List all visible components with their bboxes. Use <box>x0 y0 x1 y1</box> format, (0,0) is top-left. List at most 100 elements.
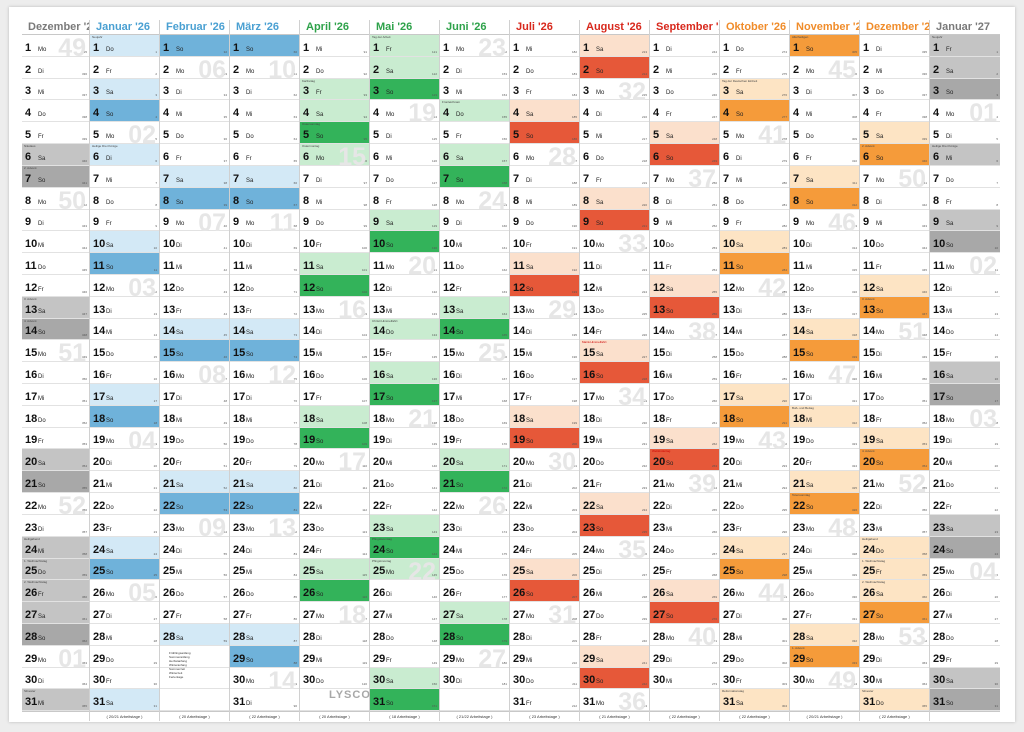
day-of-year: 284 <box>781 267 787 272</box>
day-number: 17 <box>793 390 806 403</box>
weekday-abbr: Mi <box>316 504 323 511</box>
day-of-year: 125 <box>431 137 437 142</box>
day-cell: 26 Do 330 <box>790 580 859 603</box>
day-cell: 5 Mi 217 <box>580 122 649 145</box>
day-of-year: 270 <box>711 616 717 621</box>
weekday-abbr: Fr <box>386 46 392 53</box>
holiday-label: Heilige Drei Könige <box>92 144 118 149</box>
day-number: 4 <box>303 107 310 120</box>
day-of-year: 5 <box>155 137 157 142</box>
day-of-year: 58 <box>223 616 227 621</box>
day-cell: 17 Do 351 <box>860 384 929 406</box>
day-cell: Heiligabend 24 Mi 358 <box>22 536 89 559</box>
weekday-abbr: Mo <box>806 68 815 75</box>
weekday-abbr: So <box>38 635 46 642</box>
day-cell: 27 Di 27 <box>90 602 159 624</box>
day-number: 6 <box>25 150 32 163</box>
day-cell: 16 Do 197 <box>510 362 579 384</box>
day-of-year: 74 <box>293 355 297 360</box>
weekday-abbr: Fr <box>106 221 112 228</box>
day-number: 23 <box>793 521 806 534</box>
day-cell: 14 Sa 45 <box>160 318 229 341</box>
day-number: 15 <box>93 347 106 360</box>
day-of-year: 120 <box>361 682 367 687</box>
weekday-abbr: Sa <box>946 68 954 75</box>
month-column: Januar '26 Neujahr 1 Do 1 2 Fr 2 3 Sa 3 4 So 4 5 Mo 5 02 H… <box>90 20 160 721</box>
day-number: 15 <box>653 347 666 360</box>
day-cell: 1 Di 335 <box>860 35 929 57</box>
day-of-year: 64 <box>293 137 297 142</box>
weekday-abbr: Sa <box>736 548 744 555</box>
day-cell: 20 Mo 201 30 <box>510 449 579 475</box>
day-of-year: 241 <box>641 660 647 665</box>
day-number: 10 <box>513 238 526 251</box>
day-number: 4 <box>443 107 450 120</box>
weekday-abbr: Fr <box>176 155 182 162</box>
weekday-abbr: So <box>316 134 324 141</box>
weekday-abbr: Mo <box>246 221 255 228</box>
day-list: Neujahr 1 Fr 1 2 Sa 2 3 So 3 4 Mo 4 01 5 Di 5 Heilige Dre… <box>930 35 1000 712</box>
day-of-year: 2 <box>155 71 157 76</box>
day-of-year: 118 <box>362 638 367 643</box>
weekday-abbr: Do <box>456 570 464 577</box>
day-number: 6 <box>233 150 240 163</box>
weekday-abbr: Mi <box>736 177 743 184</box>
weekday-abbr: So <box>246 657 254 664</box>
day-number: 25 <box>863 565 876 578</box>
day-number: 9 <box>793 216 800 229</box>
day-of-year: 114 <box>362 551 367 556</box>
legend-item: Winteranfang <box>169 663 187 667</box>
weekday-abbr: So <box>666 155 674 162</box>
day-of-year: 348 <box>81 333 87 338</box>
day-number: 15 <box>25 347 38 360</box>
workdays-footer: ( 20 Arbeitstage ) <box>300 711 369 721</box>
holiday-label: 3. Advent <box>24 296 37 301</box>
weekday-abbr: So <box>806 352 814 359</box>
weekday-abbr: Mi <box>736 330 743 337</box>
day-of-year: 365 <box>921 704 927 709</box>
day-cell: 29 So 88 <box>230 645 299 668</box>
weekday-abbr: Mi <box>316 657 323 664</box>
day-number: 25 <box>653 565 666 578</box>
day-of-year: 104 <box>361 333 367 338</box>
day-cell: 25 Mi 56 <box>160 559 229 581</box>
month-header: Februar '26 <box>160 20 229 35</box>
weekday-abbr: Mo <box>596 395 605 402</box>
weekday-abbr: Mo <box>386 264 395 271</box>
day-cell: 6 Fr 37 <box>160 144 229 166</box>
day-number: 17 <box>653 390 666 403</box>
day-cell: 27 Sa 178 <box>440 602 509 624</box>
holiday-label: Nikolaus <box>24 144 36 149</box>
weekday-abbr: Mo <box>596 548 605 555</box>
day-of-year: 315 <box>851 267 857 272</box>
day-of-year: 11 <box>994 267 998 272</box>
weekday-abbr: Di <box>596 264 602 271</box>
weekday-abbr: Do <box>106 657 114 664</box>
day-cell: 9 So 221 <box>580 209 649 232</box>
weekday-abbr: Di <box>246 548 252 555</box>
day-number: 26 <box>233 587 246 600</box>
weekday-abbr: Di <box>946 134 952 141</box>
day-number: 18 <box>653 412 666 425</box>
day-number: 25 <box>25 565 38 578</box>
weekday-abbr: Do <box>176 439 184 446</box>
day-of-year: 208 <box>571 616 577 621</box>
weekday-abbr: Fr <box>316 90 322 97</box>
day-cell: 2 Mi 336 <box>860 57 929 79</box>
weekday-abbr: So <box>876 155 884 162</box>
weekday-abbr: Mo <box>876 177 885 184</box>
weekday-abbr: Mo <box>526 613 535 620</box>
day-cell: 4 Mi 63 <box>230 100 299 123</box>
day-of-year: 239 <box>641 616 647 621</box>
day-cell: 20 Di 293 <box>720 449 789 472</box>
legend-item: Frühlingsanfang <box>169 651 191 655</box>
day-number: 16 <box>793 369 806 381</box>
day-of-year: 175 <box>501 551 507 556</box>
weekday-abbr: Di <box>246 395 252 402</box>
day-cell: 18 Mo 138 21 <box>370 406 439 431</box>
day-number: 2 <box>303 63 310 76</box>
day-of-year: 8 <box>996 202 998 207</box>
day-number: 11 <box>25 259 37 272</box>
weekday-abbr: Mi <box>876 679 883 686</box>
day-cell: 15 Di 258 <box>650 340 719 363</box>
